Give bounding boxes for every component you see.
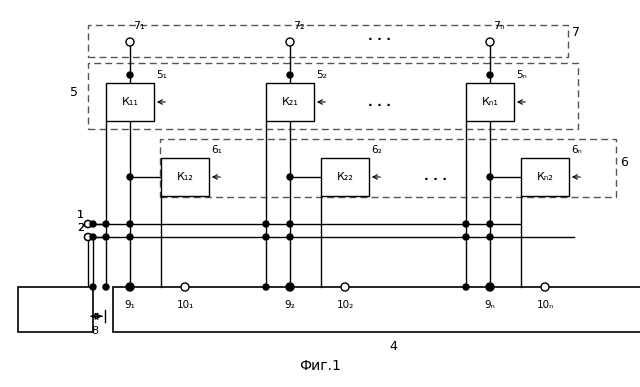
Text: Фиг.1: Фиг.1 [299, 359, 341, 373]
Circle shape [90, 284, 96, 290]
Bar [113, 287, 640, 332]
Circle shape [487, 72, 493, 78]
Circle shape [286, 38, 294, 46]
Circle shape [127, 221, 133, 227]
Bar [88, 63, 578, 129]
Circle shape [263, 284, 269, 290]
Circle shape [127, 234, 133, 240]
Circle shape [84, 221, 92, 228]
Text: 9₂: 9₂ [285, 300, 296, 310]
Circle shape [126, 38, 134, 46]
Circle shape [126, 283, 134, 291]
Text: 8: 8 [91, 326, 98, 336]
Bar [466, 83, 514, 121]
Text: . . .: . . . [424, 171, 447, 183]
Text: 2: 2 [77, 223, 84, 233]
Text: 3: 3 [21, 320, 28, 330]
Circle shape [263, 234, 269, 240]
Text: 1: 1 [77, 210, 84, 220]
Text: 10₁: 10₁ [176, 300, 194, 310]
Circle shape [127, 72, 133, 78]
Text: К₁₁: К₁₁ [122, 97, 138, 107]
Circle shape [486, 38, 494, 46]
Circle shape [287, 234, 293, 240]
Bar [106, 83, 154, 121]
Text: 5₂: 5₂ [316, 70, 327, 80]
Circle shape [286, 283, 294, 291]
Text: 6₁: 6₁ [211, 145, 222, 155]
Circle shape [487, 221, 493, 227]
Circle shape [127, 284, 133, 290]
Text: 5: 5 [70, 87, 78, 99]
Text: 5₁: 5₁ [156, 70, 167, 80]
Circle shape [90, 234, 96, 240]
Text: 10₂: 10₂ [337, 300, 354, 310]
Text: 6: 6 [620, 156, 628, 168]
Text: 5ₙ: 5ₙ [516, 70, 527, 80]
Circle shape [84, 233, 92, 240]
Text: . . .: . . . [369, 96, 392, 108]
Circle shape [487, 284, 493, 290]
Circle shape [287, 221, 293, 227]
Bar [161, 158, 209, 196]
Text: 7₂: 7₂ [293, 21, 305, 31]
Circle shape [287, 174, 293, 180]
Text: . . .: . . . [369, 31, 392, 43]
Circle shape [487, 234, 493, 240]
Text: 1: 1 [77, 210, 84, 220]
Bar [266, 83, 314, 121]
Bar [160, 139, 616, 197]
Circle shape [287, 72, 293, 78]
Text: 6ₙ: 6ₙ [571, 145, 582, 155]
Circle shape [103, 234, 109, 240]
Text: 2: 2 [77, 223, 84, 233]
Circle shape [103, 221, 109, 227]
Text: К₁₂: К₁₂ [177, 172, 193, 182]
Circle shape [463, 234, 469, 240]
Bar [18, 287, 93, 332]
Text: 10ₙ: 10ₙ [536, 300, 554, 310]
Text: К₂₂: К₂₂ [337, 172, 353, 182]
Text: 4: 4 [389, 340, 397, 353]
Text: К₂₁: К₂₁ [282, 97, 298, 107]
Text: Кₙ₁: Кₙ₁ [481, 97, 499, 107]
Circle shape [287, 284, 293, 290]
Circle shape [181, 283, 189, 291]
Text: Кₙ₂: Кₙ₂ [536, 172, 554, 182]
Circle shape [541, 283, 549, 291]
Bar [88, 25, 568, 57]
Text: 7: 7 [572, 26, 580, 39]
Circle shape [341, 283, 349, 291]
Circle shape [486, 283, 494, 291]
Circle shape [487, 174, 493, 180]
Circle shape [463, 221, 469, 227]
Text: 9₁: 9₁ [125, 300, 136, 310]
Bar [321, 158, 369, 196]
Circle shape [263, 221, 269, 227]
Text: 9ₙ: 9ₙ [484, 300, 495, 310]
Circle shape [84, 221, 92, 228]
Bar [521, 158, 569, 196]
Circle shape [90, 221, 96, 227]
Text: 6₂: 6₂ [371, 145, 381, 155]
Circle shape [103, 284, 109, 290]
Text: 7ₙ: 7ₙ [493, 21, 504, 31]
Text: 7₁: 7₁ [133, 21, 145, 31]
Circle shape [463, 284, 469, 290]
Circle shape [84, 233, 92, 240]
Circle shape [127, 174, 133, 180]
